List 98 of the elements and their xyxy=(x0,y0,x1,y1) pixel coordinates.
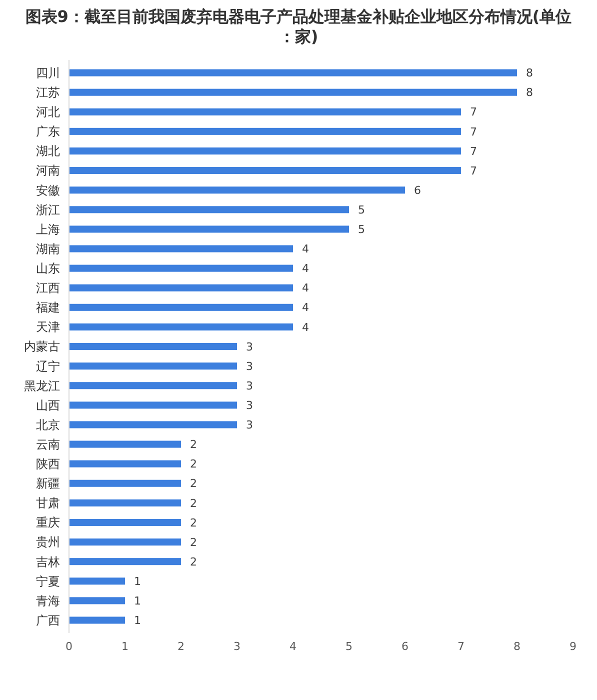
x-tick-label: 9 xyxy=(570,640,576,653)
data-label: 2 xyxy=(190,536,197,549)
x-tick-label: 2 xyxy=(178,640,184,653)
x-tick-label: 6 xyxy=(402,640,408,653)
y-tick-label: 江西 xyxy=(36,281,60,296)
y-tick-label: 陕西 xyxy=(36,457,60,472)
data-label: 2 xyxy=(190,516,197,530)
data-label: 3 xyxy=(246,379,253,392)
x-tick-label: 1 xyxy=(122,640,128,653)
data-label: 5 xyxy=(358,223,365,236)
x-tick-label: 8 xyxy=(514,640,520,653)
y-tick-label: 湖北 xyxy=(36,144,60,158)
bar xyxy=(69,167,461,174)
y-tick-label: 云南 xyxy=(36,437,60,452)
y-tick-label: 江苏 xyxy=(36,86,60,100)
bar xyxy=(69,402,237,409)
data-label: 8 xyxy=(526,86,533,100)
bar xyxy=(69,499,181,506)
data-label: 8 xyxy=(526,66,533,80)
data-label: 7 xyxy=(470,164,477,178)
bar xyxy=(69,245,293,252)
data-label: 1 xyxy=(134,574,141,588)
bar xyxy=(69,460,181,468)
y-tick-label: 四川 xyxy=(36,66,60,80)
bar xyxy=(69,538,181,546)
bar xyxy=(69,480,181,487)
y-tick-label: 湖南 xyxy=(36,242,60,256)
y-tick-label: 上海 xyxy=(36,222,60,236)
data-label: 4 xyxy=(302,262,309,276)
data-label: 2 xyxy=(190,458,197,471)
x-tick-label: 4 xyxy=(290,640,296,653)
data-label: 7 xyxy=(470,106,477,119)
bar xyxy=(69,284,293,292)
x-tick-label: 5 xyxy=(346,640,352,653)
y-tick-label: 浙江 xyxy=(36,202,60,217)
data-label: 3 xyxy=(246,340,253,354)
data-label: 4 xyxy=(302,320,309,334)
data-label: 7 xyxy=(470,125,477,138)
x-tick-label: 7 xyxy=(458,640,464,653)
bar xyxy=(69,342,237,350)
data-label: 2 xyxy=(190,496,197,510)
bar xyxy=(69,186,405,194)
data-label: 5 xyxy=(358,203,365,216)
y-tick-label: 北京 xyxy=(36,418,60,432)
y-tick-label: 河北 xyxy=(36,105,60,120)
chart-title: 图表9：截至目前我国废弃电器电子产品处理基金补贴企业地区分布情况(单位：家) xyxy=(25,7,572,46)
bar xyxy=(69,382,237,390)
bar xyxy=(69,304,293,311)
data-label: 4 xyxy=(302,242,309,256)
y-tick-label: 辽宁 xyxy=(36,359,60,374)
y-tick-label: 新疆 xyxy=(36,476,60,491)
data-label: 3 xyxy=(246,399,253,412)
bar xyxy=(69,518,181,526)
y-tick-label: 山西 xyxy=(36,398,60,412)
data-label: 2 xyxy=(190,555,197,568)
bar xyxy=(69,597,125,604)
bar xyxy=(69,128,461,135)
y-tick-label: 内蒙古 xyxy=(24,340,60,354)
bar xyxy=(69,264,293,272)
y-tick-label: 青海 xyxy=(36,594,60,608)
bar xyxy=(69,440,181,448)
data-label: 4 xyxy=(302,301,309,314)
bar xyxy=(69,558,181,566)
data-label: 2 xyxy=(190,477,197,490)
data-label: 3 xyxy=(246,360,253,373)
y-tick-label: 福建 xyxy=(36,300,60,315)
x-tick-label: 0 xyxy=(66,640,72,653)
y-tick-label: 河南 xyxy=(36,164,60,178)
bar xyxy=(69,362,237,370)
data-label: 7 xyxy=(470,144,477,158)
bar xyxy=(69,616,125,624)
y-tick-label: 广东 xyxy=(36,124,60,139)
data-label: 4 xyxy=(302,282,309,295)
y-tick-label: 天津 xyxy=(36,320,60,334)
bar xyxy=(69,226,349,233)
bar xyxy=(69,69,517,76)
y-tick-label: 黑龙江 xyxy=(24,378,60,393)
bar xyxy=(69,108,461,116)
data-label: 3 xyxy=(246,418,253,432)
y-tick-label: 山东 xyxy=(36,261,60,276)
bar xyxy=(69,421,237,428)
bar xyxy=(69,147,461,154)
x-tick-label: 3 xyxy=(234,640,240,653)
bar xyxy=(69,323,293,330)
y-tick-label: 贵州 xyxy=(36,535,60,550)
data-label: 6 xyxy=(414,184,421,197)
data-label: 1 xyxy=(134,614,141,628)
y-tick-label: 甘肃 xyxy=(36,496,60,510)
bar xyxy=(69,88,517,96)
y-tick-label: 重庆 xyxy=(36,516,60,530)
y-tick-label: 安徽 xyxy=(36,183,60,198)
data-label: 1 xyxy=(134,594,141,608)
y-tick-label: 广西 xyxy=(36,613,60,628)
bar xyxy=(69,206,349,214)
data-label: 2 xyxy=(190,438,197,452)
bar xyxy=(69,578,125,585)
y-tick-label: 吉林 xyxy=(36,554,60,569)
y-tick-label: 宁夏 xyxy=(36,574,60,588)
